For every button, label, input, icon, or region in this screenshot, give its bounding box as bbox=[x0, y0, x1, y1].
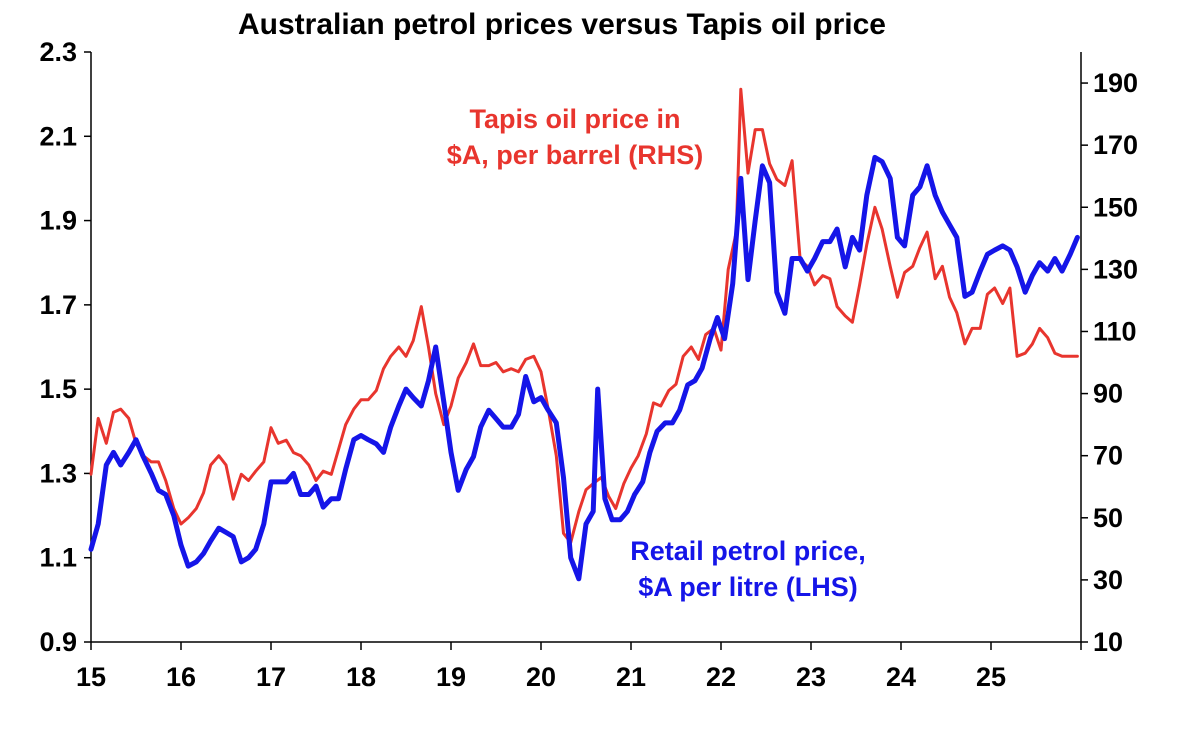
chart-title: Australian petrol prices versus Tapis oi… bbox=[238, 8, 886, 41]
y-left-tick-label: 1.1 bbox=[39, 543, 77, 573]
x-tick-label: 24 bbox=[886, 662, 916, 692]
y-left-tick-label: 1.7 bbox=[39, 290, 77, 320]
y-right-tick-label: 110 bbox=[1093, 316, 1137, 346]
y-right-tick-label: 150 bbox=[1093, 192, 1138, 222]
x-tick-label: 20 bbox=[526, 662, 556, 692]
y-left-tick-label: 2.3 bbox=[39, 37, 77, 67]
y-right-tick-label: 130 bbox=[1093, 254, 1138, 284]
y-left-tick-label: 0.9 bbox=[39, 627, 77, 657]
annotation-retail-line-2: $A per litre (LHS) bbox=[638, 572, 858, 602]
x-tick-label: 21 bbox=[616, 662, 646, 692]
y-right-tick-label: 30 bbox=[1093, 565, 1123, 595]
y-left-tick-label: 2.1 bbox=[39, 121, 77, 151]
series-line-tapis-oil bbox=[89, 87, 1079, 545]
annotation-tapis-line-1: Tapis oil price in bbox=[469, 104, 680, 134]
y-left-tick-label: 1.9 bbox=[39, 206, 77, 236]
y-right-tick-label: 190 bbox=[1093, 68, 1138, 98]
x-tick-label: 25 bbox=[976, 662, 1006, 692]
y-right-tick-label: 10 bbox=[1093, 627, 1123, 657]
plot-area: 0.9 1.1 1.3 1.5 1.7 1.9 2.1 2.3 10 30 50 70 90 110 130… bbox=[39, 37, 1138, 692]
y-right-tick-label: 170 bbox=[1093, 130, 1138, 160]
x-tick-label: 16 bbox=[166, 662, 196, 692]
series-line-retail-petrol bbox=[88, 154, 1080, 582]
y-right-tick-label: 50 bbox=[1093, 503, 1123, 533]
x-tick-label: 15 bbox=[76, 662, 106, 692]
x-tick-label: 18 bbox=[346, 662, 376, 692]
x-tick-label: 17 bbox=[256, 662, 286, 692]
x-tick-label: 19 bbox=[436, 662, 466, 692]
annotation-retail-line-1: Retail petrol price, bbox=[630, 536, 866, 566]
y-left-tick-label: 1.5 bbox=[39, 374, 77, 404]
x-tick-label: 23 bbox=[796, 662, 826, 692]
y-right-tick-label: 90 bbox=[1093, 379, 1123, 409]
annotation-tapis-line-2: $A, per barrel (RHS) bbox=[447, 140, 704, 170]
y-left-tick-label: 1.3 bbox=[39, 458, 77, 488]
x-tick-label: 22 bbox=[706, 662, 736, 692]
y-right-tick-label: 70 bbox=[1093, 441, 1123, 471]
